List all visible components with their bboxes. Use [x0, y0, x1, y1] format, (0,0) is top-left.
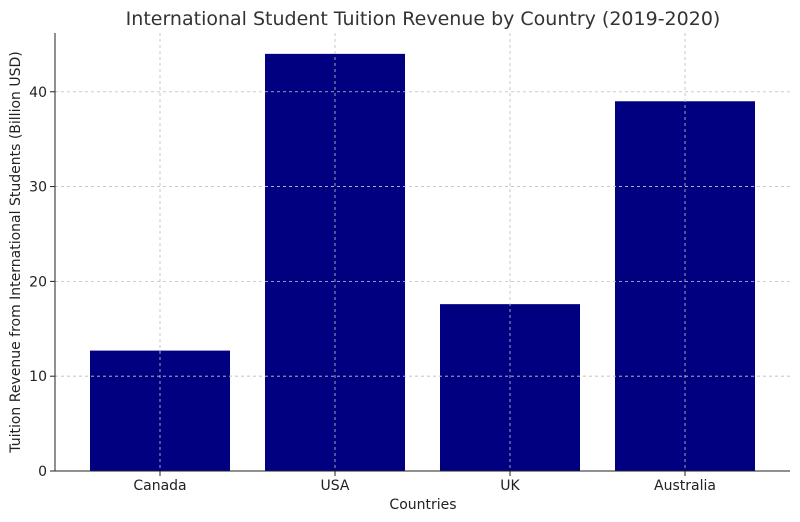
y-tick-label: 40 [29, 85, 47, 101]
x-tick-label: USA [321, 478, 350, 494]
x-gridlines-overlay [159, 33, 686, 471]
bar-canada [90, 350, 230, 471]
x-axis-label: Countries [389, 497, 456, 513]
y-tick-label: 30 [29, 180, 47, 196]
y-tick-label: 20 [29, 274, 47, 290]
chart-title: International Student Tuition Revenue by… [126, 8, 721, 30]
x-gridlines [159, 33, 686, 471]
y-tick-label: 10 [29, 369, 47, 385]
y-gridlines-overlay [55, 91, 790, 377]
bars [90, 53, 755, 472]
x-ticks: Canada USA UK Australia [133, 471, 716, 494]
y-axis-label: Tuition Revenue from International Stude… [8, 51, 24, 453]
y-tick-label: 0 [38, 464, 47, 480]
x-tick-label: Canada [133, 478, 186, 494]
x-tick-label: Australia [654, 478, 716, 494]
y-ticks: 0 10 20 30 40 [29, 85, 55, 480]
x-tick-label: UK [500, 478, 520, 494]
